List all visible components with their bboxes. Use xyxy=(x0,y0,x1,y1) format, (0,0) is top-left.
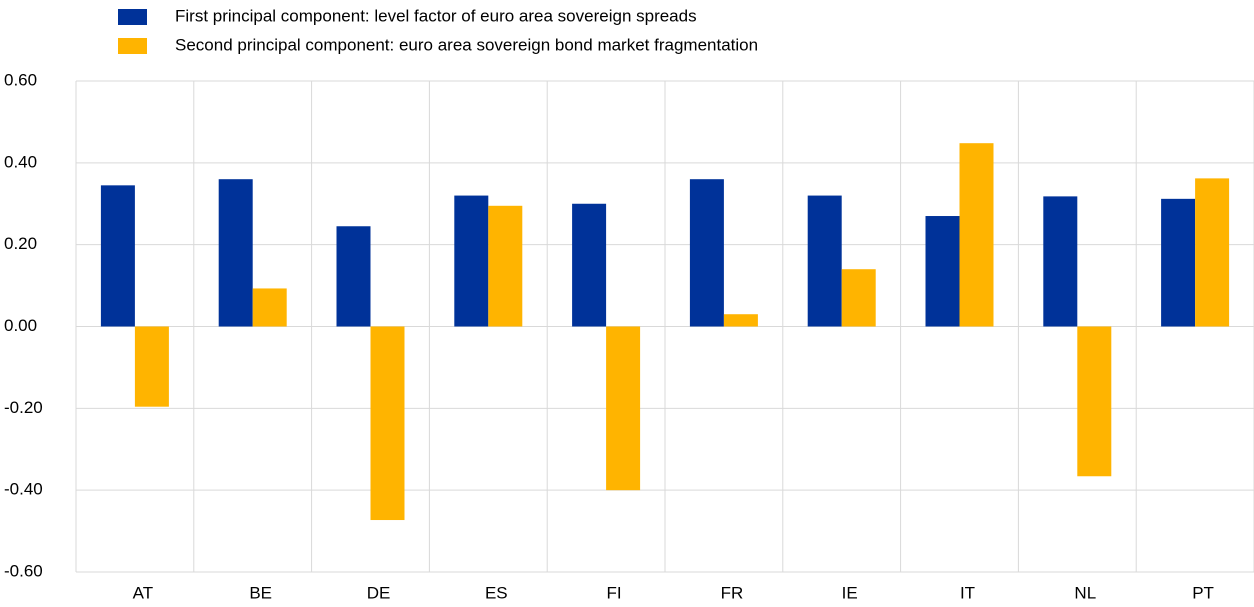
y-tick-label: 0.40 xyxy=(4,152,37,171)
bar xyxy=(723,314,758,327)
x-tick-label: BE xyxy=(249,583,272,602)
bar xyxy=(959,143,994,327)
y-tick-label: 0.20 xyxy=(4,234,37,253)
bar xyxy=(100,185,135,327)
x-tick-label: NL xyxy=(1074,583,1096,602)
y-tick-label: 0.60 xyxy=(4,70,37,89)
bar xyxy=(841,269,876,327)
y-tick-label: -0.40 xyxy=(4,480,43,499)
legend-label: First principal component: level factor … xyxy=(175,6,697,25)
y-tick-label: 0.00 xyxy=(4,316,37,335)
legend-swatch xyxy=(118,38,147,54)
bar xyxy=(1043,196,1078,327)
bar xyxy=(134,326,169,407)
y-tick-label: -0.60 xyxy=(4,561,43,580)
bar xyxy=(606,326,641,491)
x-tick-label: IT xyxy=(960,583,975,602)
bar xyxy=(454,195,489,327)
bar xyxy=(1077,326,1112,477)
bar xyxy=(689,179,724,327)
x-tick-label: PT xyxy=(1192,583,1214,602)
bar xyxy=(1161,198,1196,327)
y-tick-label: -0.20 xyxy=(4,398,43,417)
bar xyxy=(807,195,842,327)
legend-label: Second principal component: euro area so… xyxy=(175,35,758,54)
bar xyxy=(370,326,405,521)
x-tick-label: DE xyxy=(367,583,391,602)
bar xyxy=(336,226,371,327)
x-tick-label: ES xyxy=(485,583,508,602)
bar xyxy=(218,179,253,327)
x-tick-label: FR xyxy=(721,583,744,602)
bar xyxy=(252,288,287,327)
bar xyxy=(1195,178,1230,327)
bar xyxy=(572,203,607,327)
bar xyxy=(488,205,523,327)
x-tick-label: IE xyxy=(842,583,858,602)
x-tick-label: AT xyxy=(133,583,153,602)
legend-swatch xyxy=(118,9,147,25)
bar xyxy=(925,216,960,327)
x-tick-label: FI xyxy=(607,583,622,602)
